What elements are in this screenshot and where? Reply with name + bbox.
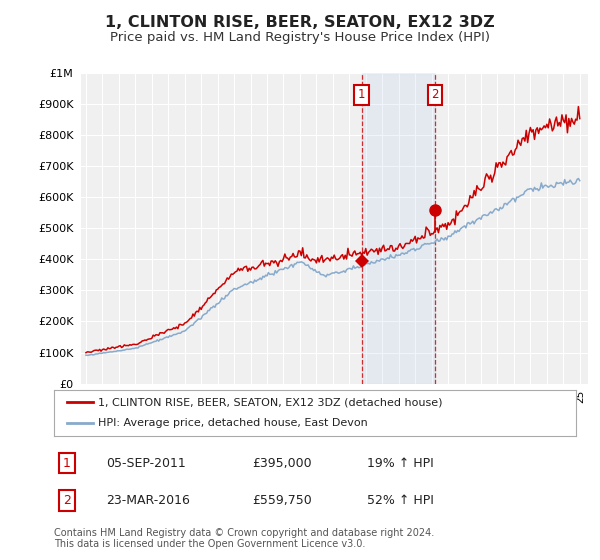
Text: 2: 2 (431, 88, 439, 101)
Text: 23-MAR-2016: 23-MAR-2016 (106, 494, 190, 507)
Text: Price paid vs. HM Land Registry's House Price Index (HPI): Price paid vs. HM Land Registry's House … (110, 31, 490, 44)
Text: 1: 1 (63, 456, 71, 470)
Text: 19% ↑ HPI: 19% ↑ HPI (367, 456, 434, 470)
Text: 05-SEP-2011: 05-SEP-2011 (106, 456, 186, 470)
Text: £395,000: £395,000 (253, 456, 312, 470)
Text: 1, CLINTON RISE, BEER, SEATON, EX12 3DZ (detached house): 1, CLINTON RISE, BEER, SEATON, EX12 3DZ … (98, 397, 443, 407)
Text: Contains HM Land Registry data © Crown copyright and database right 2024.
This d: Contains HM Land Registry data © Crown c… (54, 528, 434, 549)
Bar (362, 73, 435, 384)
Text: 52% ↑ HPI: 52% ↑ HPI (367, 494, 434, 507)
Text: 1: 1 (358, 88, 365, 101)
Text: £559,750: £559,750 (253, 494, 312, 507)
Text: 2: 2 (63, 494, 71, 507)
Text: 1, CLINTON RISE, BEER, SEATON, EX12 3DZ: 1, CLINTON RISE, BEER, SEATON, EX12 3DZ (105, 15, 495, 30)
Text: HPI: Average price, detached house, East Devon: HPI: Average price, detached house, East… (98, 418, 368, 428)
